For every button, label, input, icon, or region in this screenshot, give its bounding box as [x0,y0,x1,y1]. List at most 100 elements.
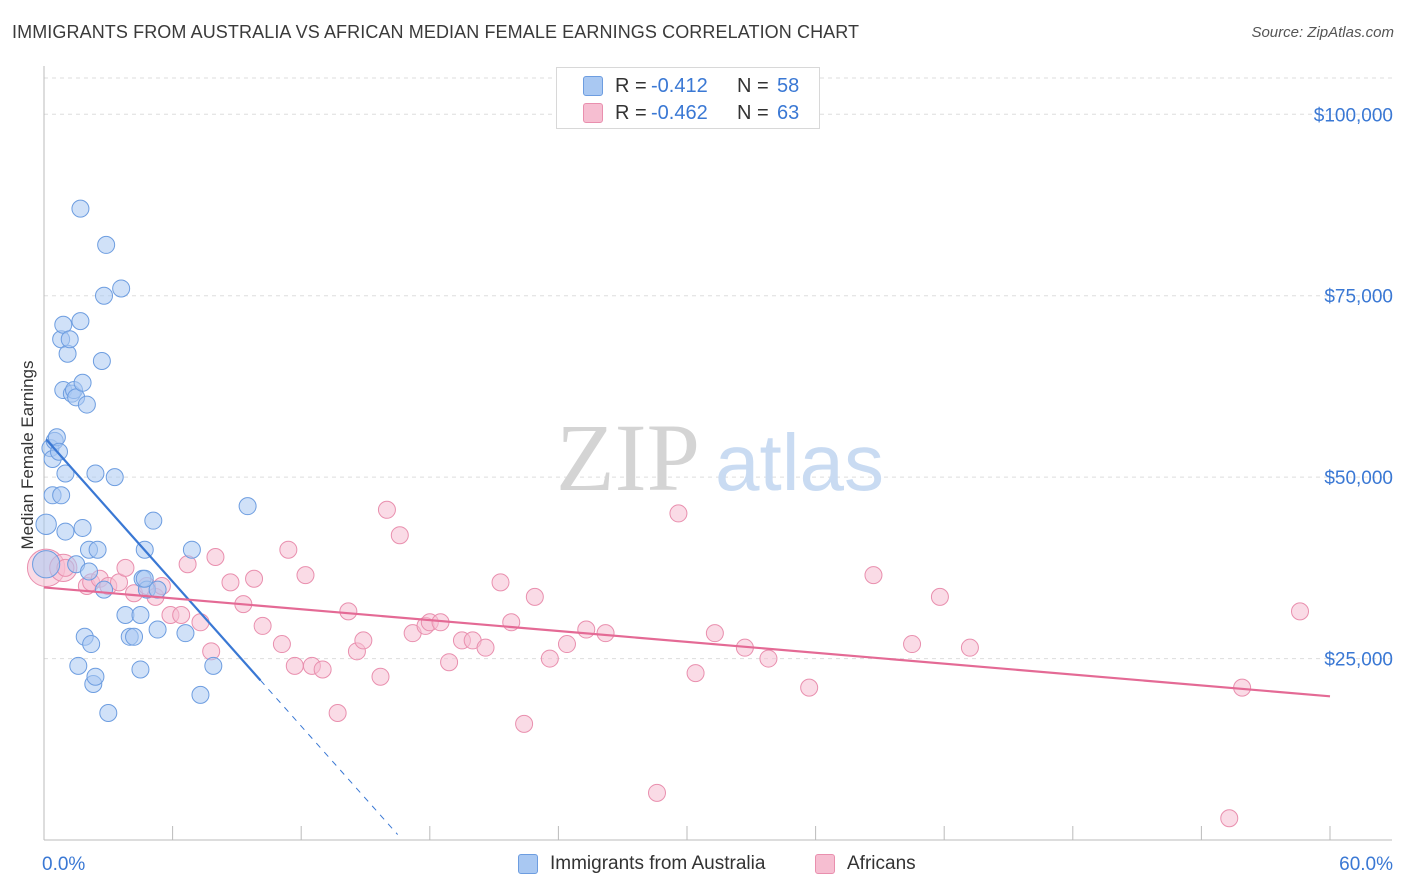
africans-point [705,624,724,643]
n-label: N = [737,74,769,97]
legend-swatch-blue [583,76,603,96]
y-tick-label: $25,000 [1324,650,1393,671]
africans-point [515,714,534,733]
n-value: 63 [777,101,800,124]
correlation-legend: R = -0.412 N = 58 R = -0.462 N = 63 [556,67,820,129]
n-value: 58 [777,74,800,97]
y-axis-label: Median Female Earnings [18,360,37,550]
africans-point [540,649,559,668]
australia-points [32,199,257,722]
australia-point [60,330,79,349]
australia-point [99,704,118,722]
australia-point [77,395,96,414]
africans-point [285,656,304,675]
africans-point [245,569,264,588]
africans-point [491,573,510,592]
australia-point [82,635,101,654]
legend-swatch-pink [815,854,835,874]
australia-point [32,550,61,579]
africans-point [272,635,291,654]
legend-label-australia: Immigrants from Australia [550,853,766,874]
r-label: R = [615,74,647,97]
legend-row-africans: R = -0.462 N = 63 [583,100,799,126]
africans-point [476,638,495,657]
australia-point [191,685,210,704]
africans-trend-line [43,586,1331,698]
watermark: ZIP atlas [556,404,884,511]
australia-point [148,620,167,639]
australia-point [71,199,90,218]
source-label: Source: ZipAtlas.com [1251,24,1394,41]
africans-point [930,587,949,606]
australia-point [97,235,116,254]
x-tick-label-min: 0.0% [42,854,85,875]
africans-point [221,573,240,592]
trend-lines [43,438,1331,835]
africans-point [759,649,778,668]
australia-point [135,569,154,588]
legend-label-africans: Africans [847,853,916,874]
africans-point [172,606,191,625]
australia-point [176,624,195,643]
africans-point [296,566,315,585]
africans-point [191,613,210,632]
africans-point [1290,602,1309,621]
australia-point [238,497,257,516]
r-label: R = [615,101,647,124]
australia-point [204,656,223,675]
watermark-zip: ZIP [556,404,700,511]
africans-point [354,631,373,650]
africans-point [279,540,298,559]
australia-point [35,513,57,536]
x-tick-label-max: 60.0% [1339,854,1393,875]
australia-point [73,518,92,537]
australia-point [56,464,75,483]
australia-point [92,352,111,371]
y-tick-label: $100,000 [1314,105,1393,126]
africans-point [647,783,666,802]
africans-point [686,664,705,683]
australia-trend-extension [260,680,399,835]
africans-point [903,635,922,654]
legend-swatch-blue [518,854,538,874]
africans-point [116,558,135,577]
australia-point [95,580,114,599]
legend-item-africans[interactable]: Africans [815,851,916,877]
australia-point [116,606,135,625]
r-value: -0.412 [651,74,708,97]
australia-point [80,562,99,581]
africans-point [206,547,225,566]
africans-point [339,602,358,621]
africans-point [525,587,544,606]
legend-swatch-pink [583,103,603,123]
africans-point [800,678,819,697]
australia-point [71,312,90,331]
africans-point [1220,809,1239,828]
australia-point [182,540,201,559]
africans-point [390,526,409,545]
africans-point [371,667,390,686]
n-label: N = [737,101,769,124]
africans-point [669,504,688,523]
australia-point [73,373,92,392]
tick-labels: $25,000 $50,000 $75,000 $100,000 0.0% 60.0% [42,105,1393,875]
africans-point [377,500,396,519]
africans-point [864,566,883,585]
africans-point [313,660,332,679]
australia-point [86,464,105,483]
australia-point [86,667,105,686]
watermark-atlas: atlas [715,418,884,507]
australia-point [88,540,107,559]
africans-point [557,635,576,654]
australia-point [56,522,75,541]
australia-point [95,286,114,305]
africans-point [960,638,979,657]
grid-lines [44,77,1392,660]
australia-point [131,660,150,679]
africans-point [440,653,459,672]
chart-title: IMMIGRANTS FROM AUSTRALIA VS AFRICAN MED… [12,22,860,42]
africans-point [253,616,272,635]
africans-point [596,624,615,643]
legend-item-australia[interactable]: Immigrants from Australia [518,851,765,877]
